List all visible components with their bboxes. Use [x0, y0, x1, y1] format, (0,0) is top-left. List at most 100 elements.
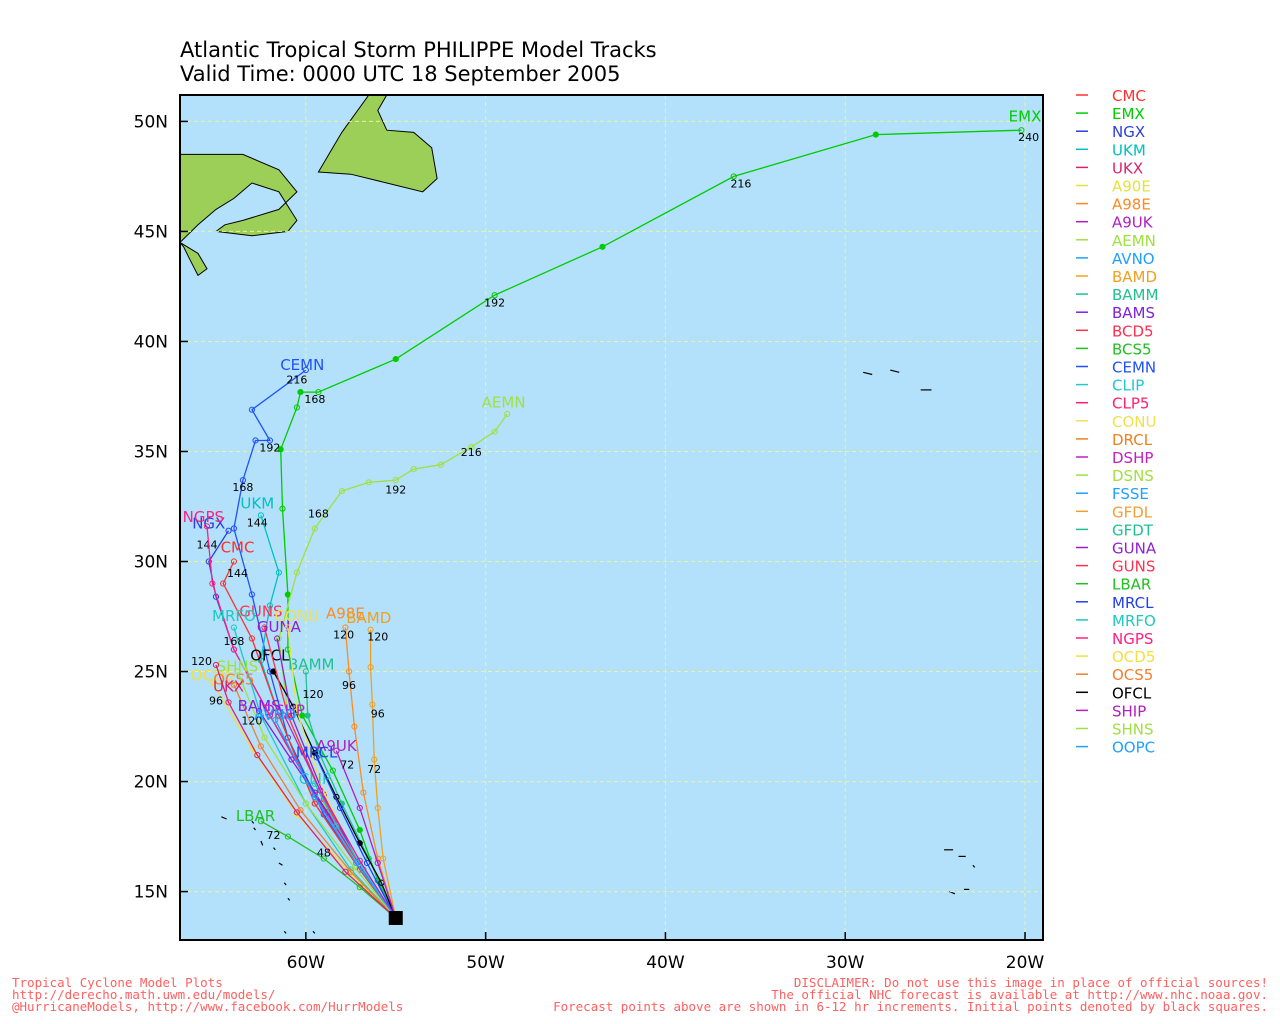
forecast-hour-label: 144	[227, 567, 248, 580]
legend-label-guna: GUNA	[1112, 540, 1157, 558]
track-point	[293, 708, 300, 715]
track-point	[284, 734, 291, 741]
track-point	[356, 826, 363, 834]
legend-label-cmc: CMC	[1112, 87, 1146, 105]
track-point	[351, 723, 358, 730]
y-tick-label: 50N	[134, 112, 168, 132]
track-label-aemn: AEMN	[482, 393, 526, 411]
legend-label-clp5: CLP5	[1112, 395, 1149, 413]
track-point	[203, 523, 211, 530]
track-label-cmc: CMC	[221, 539, 255, 557]
track-point	[311, 800, 318, 807]
track-point	[333, 822, 340, 829]
plot-frame	[179, 94, 1044, 941]
footer-right-line-3: Forecast points above are shown in 6-12 …	[553, 999, 1268, 1014]
track-clip	[314, 783, 397, 919]
y-tick-label: 45N	[134, 222, 168, 242]
legend-label-bcs5: BCS5	[1112, 340, 1152, 358]
land-1	[180, 153, 298, 244]
legend-label-clip: CLIP	[1112, 377, 1144, 395]
x-tick-label: 40W	[646, 953, 685, 973]
track-ofcl	[272, 671, 397, 919]
track-label-ukm: UKM	[240, 495, 274, 513]
track-point	[293, 404, 300, 411]
legend-label-oopc: OOPC	[1112, 739, 1155, 757]
legend-label-guns: GUNS	[1112, 558, 1155, 576]
track-point	[234, 668, 241, 675]
chart-title: Atlantic Tropical Storm PHILIPPE Model T…	[180, 38, 657, 62]
tracks: 168 192 216 240 EMX 216 192 168 CEMN 168 192 216 AEM…	[183, 107, 1042, 919]
forecast-hour-label: 216	[730, 177, 751, 190]
track-point	[205, 558, 212, 565]
island-outline	[221, 816, 227, 820]
track-point	[277, 446, 284, 453]
footer-left: Tropical Cyclone Model Plots http://derec…	[12, 975, 403, 1013]
track-point	[342, 868, 349, 875]
forecast-hour-label: 120	[333, 629, 354, 642]
track-point	[209, 679, 216, 686]
track-point	[230, 624, 238, 631]
track-point	[311, 793, 318, 801]
forecast-hour-label: 144	[196, 538, 217, 551]
track-label-bamm: BAMM	[288, 655, 334, 673]
island-outline	[287, 897, 291, 901]
island-outline	[890, 369, 900, 373]
track-label-emx: EMX	[1009, 107, 1042, 125]
forecast-hour-label: 168	[232, 481, 253, 494]
legend-label-bcd5: BCD5	[1112, 322, 1154, 340]
legend-label-cemn: CEMN	[1112, 359, 1156, 377]
forecast-hour-label: 72	[367, 763, 381, 776]
forecast-hour-label: 96	[371, 708, 385, 721]
track-point	[353, 859, 360, 867]
track-point	[239, 476, 247, 484]
forecast-hour-label: 192	[484, 296, 505, 309]
forecast-hour-label: 96	[209, 695, 223, 708]
track-point	[281, 712, 288, 719]
y-tick-label: 30N	[134, 553, 168, 573]
island-outline	[283, 930, 287, 934]
island-outline	[260, 840, 264, 846]
forecast-hour-label: 240	[1018, 131, 1039, 144]
legend-label-a90e: A90E	[1112, 178, 1151, 196]
track-point	[320, 855, 327, 862]
island-outline	[251, 820, 255, 824]
track-lbar	[260, 820, 397, 919]
track-point	[468, 443, 475, 451]
legend-label-gfdl: GFDL	[1112, 503, 1153, 521]
track-point	[302, 668, 309, 675]
track-point	[599, 243, 606, 250]
legend-label-gfdt: GFDT	[1112, 521, 1154, 539]
track-point	[266, 437, 273, 444]
track-point	[284, 833, 291, 840]
track-label-mrfo: MRFO	[212, 607, 256, 625]
initial-position-marker	[388, 910, 403, 925]
legend-label-avno: AVNO	[1112, 250, 1155, 268]
track-label-guns: GUNS	[239, 603, 282, 621]
island-outline	[253, 827, 256, 831]
track-point	[273, 635, 281, 642]
track-point	[257, 818, 265, 825]
island-outline	[278, 862, 283, 866]
track-point	[392, 476, 399, 484]
track-point	[275, 569, 282, 576]
forecast-hour-label: 168	[304, 393, 325, 406]
track-point	[257, 743, 265, 750]
track-point	[225, 699, 232, 706]
track-point	[297, 388, 304, 396]
legend-label-ukm: UKM	[1112, 141, 1146, 159]
track-point	[369, 701, 376, 708]
x-tick-label: 30W	[826, 953, 865, 973]
island-outline	[972, 864, 976, 868]
land-group	[180, 95, 976, 934]
track-point	[293, 809, 300, 816]
footer-left-line-1: Tropical Cyclone Model Plots	[12, 975, 223, 990]
track-dshp	[283, 715, 397, 919]
forecast-hour-label: 72	[266, 829, 280, 842]
track-point	[342, 624, 349, 631]
track-point	[284, 591, 291, 598]
track-point	[437, 461, 444, 468]
legend-label-mrcl: MRCL	[1112, 594, 1154, 612]
track-point	[329, 767, 336, 774]
track-point	[371, 756, 378, 763]
